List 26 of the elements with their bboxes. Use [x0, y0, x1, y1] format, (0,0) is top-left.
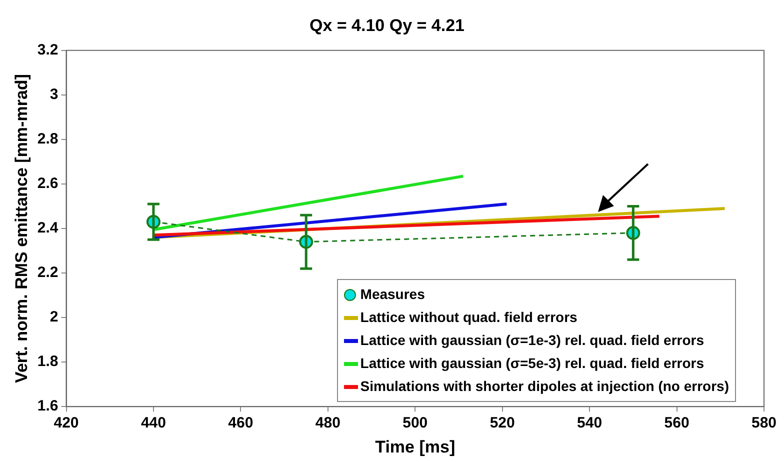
- y-tick-label: 3.2: [37, 42, 58, 59]
- chart-title: Qx = 4.10 Qy = 4.21: [309, 16, 465, 35]
- legend-label: Measures: [360, 285, 425, 304]
- y-tick-label: 2: [50, 308, 58, 326]
- legend-label: Lattice with gaussian (σ=5e-3) rel. quad. field errors: [360, 354, 704, 373]
- legend-label: Lattice without quad. field errors: [360, 308, 578, 327]
- x-tick-label: 480: [315, 414, 340, 432]
- y-axis-title: Vert. norm. RMS emittance [mm-mrad]: [12, 74, 31, 383]
- y-tick-label: 1.6: [37, 398, 58, 415]
- y-tick-label: 1.8: [37, 353, 58, 370]
- y-tick-label: 2.6: [37, 175, 58, 192]
- x-tick-label: 540: [577, 414, 602, 432]
- y-tick-label: 2.8: [37, 130, 58, 148]
- y-tick-label: 2.4: [37, 220, 59, 237]
- x-tick-label: 580: [751, 414, 777, 432]
- legend-label: Lattice with gaussian (σ=1e-3) rel. quad. field errors: [360, 331, 704, 350]
- legend-label: Simulations with shorter dipoles at injection (no errors): [360, 377, 729, 396]
- x-axis-title: Time [ms]: [375, 437, 456, 456]
- x-tick-label: 420: [54, 414, 79, 432]
- x-tick-label: 440: [140, 414, 166, 432]
- y-tick-label: 3: [50, 86, 58, 104]
- y-tick-label: 2.2: [37, 264, 58, 282]
- x-tick-label: 500: [402, 414, 428, 432]
- x-tick-label: 460: [228, 414, 254, 432]
- x-tick-label: 560: [664, 414, 690, 432]
- x-tick-label: 520: [490, 414, 515, 432]
